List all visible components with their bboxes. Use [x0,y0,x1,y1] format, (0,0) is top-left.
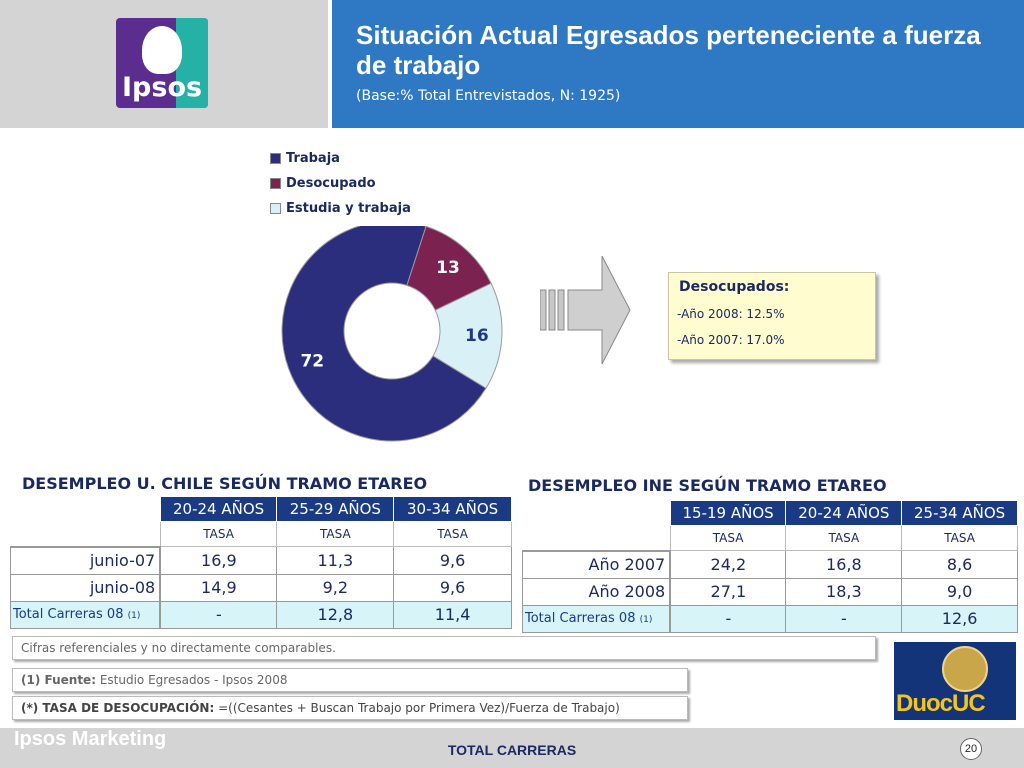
source-label: (1) Fuente: [21,673,96,687]
table-row: Año 2007 24,2 16,8 8,6 [522,550,1018,579]
data-label: 13 [436,258,460,278]
footer-brand: Ipsos Marketing [14,728,167,750]
legend-swatch [270,203,281,214]
table-row: junio-08 14,9 9,2 9,6 [10,573,512,602]
ipsos-logo: Ipsos [116,18,208,108]
column-header: 30-34 AÑOS [393,496,512,522]
total-label: Total Carreras 08 (1) [522,604,672,633]
table-row-total: Total Carreras 08 (1) - 12,8 11,4 [10,600,512,629]
table-row: Año 2008 27,1 18,3 9,0 [522,577,1018,606]
rate-line: (*) TASA DE DESOCUPACIÓN: =((Cesantes + … [21,701,620,715]
unemployment-note: Desocupados: -Año 2008: 12.5% -Año 2007:… [668,272,876,360]
source-text: Estudio Egresados - Ipsos 2008 [99,673,288,687]
row-label: Año 2007 [522,550,672,579]
table-cell: 8,6 [901,550,1018,579]
column-header: 20-24 AÑOS [159,496,278,522]
page-subtitle: (Base:% Total Entrevistados, N: 1925) [356,88,621,104]
row-label: junio-08 [10,573,162,602]
legend-label: Trabaja [286,151,340,166]
column-header: 25-34 AÑOS [901,500,1018,526]
table-cell: 27,1 [669,577,787,606]
legend-swatch [270,178,281,189]
duocuc-logo: DuocUC [894,642,1016,720]
column-header: 15-19 AÑOS [669,500,787,526]
data-label: 16 [465,326,489,346]
footer-bar [0,728,1024,768]
note-title: Desocupados: [679,279,790,295]
source-line: (1) Fuente: Estudio Egresados - Ipsos 20… [21,673,287,687]
header-title-panel [332,0,1024,128]
note-line-2007: -Año 2007: 17.0% [677,333,785,347]
table-cell: 16,8 [785,550,903,579]
duocuc-wordmark: DuocUC [896,690,986,717]
tasa-header: TASA [785,525,903,551]
table-cell: 9,6 [393,573,512,602]
table-cell: 9,6 [393,546,512,575]
legend-item-desocupado: Desocupado [270,171,411,196]
total-label-text: Total Carreras 08 [525,611,636,626]
chart-legend: Trabaja Desocupado Estudia y trabaja [270,146,411,221]
table-cell: 11,3 [276,546,395,575]
comparability-note: Cifras referenciales y no directamente c… [12,636,876,660]
column-header: 20-24 AÑOS [785,500,903,526]
logo-text: Ipsos [122,72,203,103]
table-row-total: Total Carreras 08 (1) - - 12,6 [522,604,1018,633]
ine-table-title: DESEMPLEO INE SEGÚN TRAMO ETAREO [528,476,887,495]
total-label-text: Total Carreras 08 [13,607,124,622]
rate-label: (*) TASA DE DESOCUPACIÓN: [21,701,215,715]
table-cell: - [785,604,903,633]
table-cell: - [669,604,787,633]
table-cell: 12,8 [276,600,395,629]
table-row: junio-07 16,9 11,3 9,6 [10,546,512,575]
legend-label: Desocupado [286,176,376,191]
tasa-header: TASA [669,525,787,551]
pie-slice-trabaja [281,226,487,442]
donut-chart: 13 16 72 [281,226,503,442]
column-header: 25-29 AÑOS [276,496,395,522]
seal-icon [942,646,988,692]
comparability-text: Cifras referenciales y no directamente c… [21,641,336,655]
ine-table: 15-19 AÑOS 20-24 AÑOS 25-34 AÑOS TASA TA… [522,500,1018,633]
table-cell: 18,3 [785,577,903,606]
table-cell: 9,2 [276,573,395,602]
row-label: Año 2008 [522,577,672,606]
uchile-table-title: DESEMPLEO U. CHILE SEGÚN TRAMO ETAREO [22,474,428,493]
table-cell: 16,9 [159,546,278,575]
source-note: (1) Fuente: Estudio Egresados - Ipsos 20… [12,668,688,692]
legend-item-estudia: Estudia y trabaja [270,196,411,221]
legend-swatch [270,153,281,164]
tasa-header: TASA [276,521,395,547]
page-number: 20 [960,738,982,760]
table-cell: 11,4 [393,600,512,629]
rate-text: =((Cesantes + Buscan Trabajo por Primera… [218,701,620,715]
table-cell: 12,6 [901,604,1018,633]
uchile-table: 20-24 AÑOS 25-29 AÑOS 30-34 AÑOS TASA TA… [10,496,512,629]
footnote-ref: (1) [127,611,141,621]
page-title: Situación Actual Egresados perteneciente… [356,20,981,80]
table-cell: - [159,600,278,629]
tasa-header: TASA [393,521,512,547]
right-arrow-icon [540,256,631,365]
legend-label: Estudia y trabaja [286,201,411,216]
table-cell: 9,0 [901,577,1018,606]
note-line-2008: -Año 2008: 12.5% [677,307,785,321]
table-cell: 14,9 [159,573,278,602]
data-label: 72 [300,352,324,372]
footnote-ref: (1) [639,615,653,625]
face-icon [142,26,182,74]
row-label: junio-07 [10,546,162,575]
rate-definition-note: (*) TASA DE DESOCUPACIÓN: =((Cesantes + … [12,696,688,720]
legend-item-trabaja: Trabaja [270,146,411,171]
footer-section-label: TOTAL CARRERAS [447,742,577,758]
tasa-header: TASA [901,525,1018,551]
total-label: Total Carreras 08 (1) [10,600,162,629]
tasa-header: TASA [159,521,278,547]
table-cell: 24,2 [669,550,787,579]
